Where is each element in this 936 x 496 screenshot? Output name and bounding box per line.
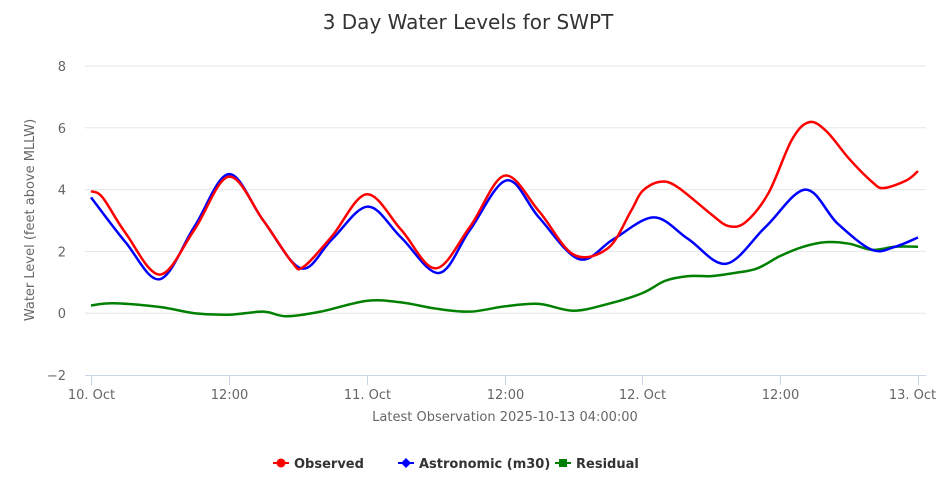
y-tick-label: 8 (58, 60, 66, 75)
x-tick-label: 11. Oct (344, 388, 391, 403)
y-axis-label: Water Level (feet above MLLW) (23, 119, 38, 321)
x-tick-label: 13. Oct (889, 388, 936, 403)
chart-subtitle: Latest Observation 2025-10-13 04:00:00 (372, 410, 638, 425)
legend-diamond-marker-icon (401, 458, 411, 468)
legend-label: Observed (294, 457, 364, 472)
x-tick-label: 10. Oct (68, 388, 115, 403)
legend-label: Astronomic (m30) (419, 457, 550, 472)
legend-item-observed[interactable]: Observed (273, 457, 364, 472)
y-tick-label: 4 (58, 184, 66, 199)
x-tick-label: 12:00 (211, 388, 248, 403)
legend-label: Residual (576, 457, 639, 472)
legend-circle-marker-icon (276, 458, 286, 468)
x-tick-label: 12. Oct (619, 388, 666, 403)
legend-item-residual[interactable]: Residual (555, 457, 639, 472)
x-tick-label: 12:00 (762, 388, 799, 403)
y-tick-label: −2 (47, 369, 66, 384)
series-line-residual (90, 240, 919, 318)
y-tick-label: 0 (58, 307, 66, 322)
series-line-observed (90, 120, 919, 276)
legend-square-marker-icon (559, 459, 567, 467)
y-tick-label: 2 (58, 245, 66, 260)
chart-title: 3 Day Water Levels for SWPT (323, 10, 614, 34)
y-tick-label: 6 (58, 122, 66, 137)
x-tick-label: 12:00 (487, 388, 524, 403)
legend-item-astronomic[interactable]: Astronomic (m30) (398, 457, 550, 472)
series-line-astronomic (90, 172, 919, 281)
